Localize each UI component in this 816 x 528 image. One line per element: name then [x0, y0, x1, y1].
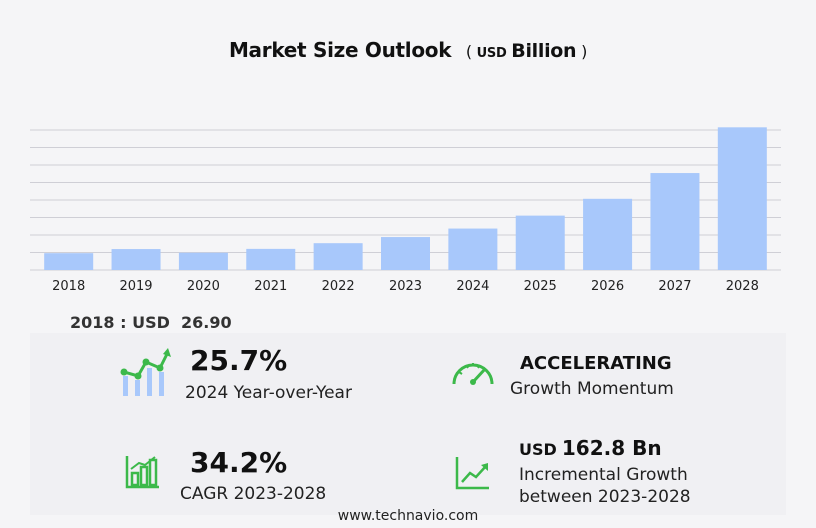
- bar-2027: [650, 173, 700, 270]
- bar-2025: [515, 215, 565, 270]
- bar-2024: [448, 228, 498, 270]
- bar-2019: [111, 249, 161, 270]
- incremental-label-1: Incremental Growth: [519, 465, 688, 485]
- bar-chart: 2018 2019 2020 2021 2022 2023 2024 2025 2026 2027…: [30, 127, 781, 294]
- x-tick-label-2024: 2024: [456, 279, 489, 294]
- x-tick-label-2027: 2027: [658, 279, 691, 294]
- chart-title-unit: ( USD Billion ): [465, 40, 588, 62]
- bar-2020: [178, 252, 228, 270]
- x-tick-label-2026: 2026: [591, 279, 624, 294]
- trend-line-icon: [455, 457, 489, 490]
- speedometer-icon: [452, 363, 494, 385]
- bar-chart-icon: [125, 456, 159, 489]
- momentum-value: ACCELERATING: [520, 353, 672, 374]
- x-tick-label-2023: 2023: [389, 279, 422, 294]
- incremental-label-2: between 2023-2028: [519, 487, 691, 507]
- x-tick-label-2018: 2018: [52, 279, 85, 294]
- x-tick-label-2021: 2021: [254, 279, 287, 294]
- chart-title-main: Market Size Outlook: [228, 38, 452, 62]
- base-year-label: 2018 : USD 26.90: [70, 313, 232, 332]
- x-tick-label-2019: 2019: [119, 279, 152, 294]
- yoy-value: 25.7%: [190, 344, 288, 377]
- cagr-value: 34.2%: [190, 446, 288, 479]
- chart-title: Market Size Outlook ( USD Billion ): [0, 38, 816, 62]
- bar-2023: [381, 237, 430, 270]
- cagr-label: CAGR 2023-2028: [180, 484, 327, 504]
- bar-2021: [246, 248, 296, 270]
- yoy-label: 2024 Year-over-Year: [185, 383, 352, 403]
- x-tick-label-2025: 2025: [524, 279, 557, 294]
- momentum-label: Growth Momentum: [510, 379, 674, 399]
- incremental-value: USD 162.8 Bn: [519, 436, 662, 460]
- bar-2018: [44, 253, 94, 270]
- growth-chart-icon: [120, 348, 171, 396]
- source-url: www.technavio.com: [337, 508, 479, 524]
- x-tick-label-2028: 2028: [726, 279, 759, 294]
- bar-2022: [313, 243, 363, 270]
- bar-2028: [717, 127, 767, 270]
- x-tick-label-2022: 2022: [322, 279, 355, 294]
- x-tick-label-2020: 2020: [187, 279, 220, 294]
- bar-2026: [583, 198, 633, 270]
